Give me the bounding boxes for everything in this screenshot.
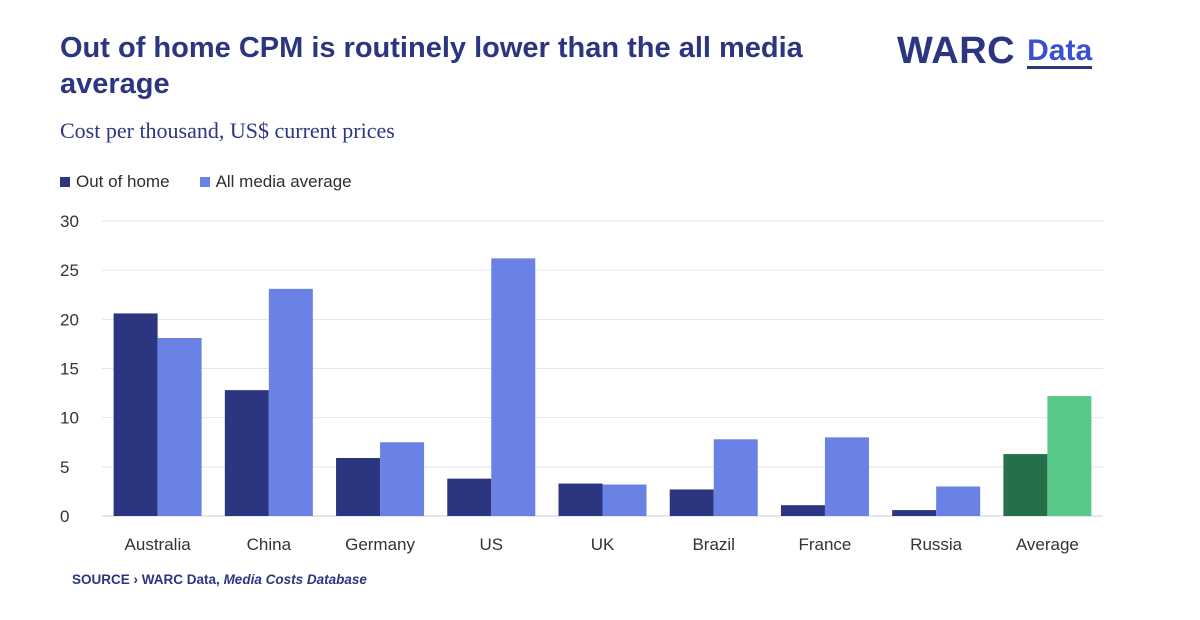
bar-france-out-of-home bbox=[780, 505, 825, 516]
source-note: SOURCE › WARC Data, Media Costs Database bbox=[72, 572, 367, 587]
bar-uk-all-media-average bbox=[602, 484, 647, 516]
bar-brazil-out-of-home bbox=[669, 489, 714, 516]
bar-us-out-of-home bbox=[447, 478, 492, 516]
logo-product: Data bbox=[1027, 28, 1093, 69]
bar-australia-out-of-home bbox=[113, 313, 158, 516]
chart-legend: Out of home All media average bbox=[60, 172, 382, 192]
bar-brazil-all-media-average bbox=[713, 439, 758, 516]
bar-average-all-media-average bbox=[1047, 396, 1092, 516]
x-tick-label: France bbox=[798, 535, 851, 554]
x-tick-label: Brazil bbox=[692, 535, 735, 554]
x-tick-label: UK bbox=[591, 535, 615, 554]
y-tick-label: 20 bbox=[60, 310, 79, 329]
legend-label-out-of-home: Out of home bbox=[76, 172, 170, 191]
bar-china-out-of-home bbox=[224, 390, 269, 516]
y-tick-label: 15 bbox=[60, 360, 79, 379]
bar-average-out-of-home bbox=[1003, 454, 1048, 516]
legend-label-all-media-average: All media average bbox=[215, 172, 352, 191]
source-publisher: WARC Data, bbox=[141, 572, 220, 587]
bar-uk-out-of-home bbox=[558, 483, 603, 516]
bar-us-all-media-average bbox=[491, 258, 536, 516]
y-tick-label: 30 bbox=[60, 212, 79, 231]
logo-brand: WARC bbox=[897, 30, 1016, 72]
x-tick-label: Russia bbox=[910, 535, 963, 554]
bar-russia-all-media-average bbox=[936, 486, 981, 516]
bar-france-all-media-average bbox=[824, 437, 869, 516]
warc-data-logo: WARC Data bbox=[897, 28, 1093, 78]
source-prefix: SOURCE › bbox=[72, 572, 139, 587]
y-tick-label: 0 bbox=[60, 507, 69, 526]
y-tick-label: 25 bbox=[60, 261, 79, 280]
x-tick-label: China bbox=[247, 535, 292, 554]
x-tick-label: Australia bbox=[125, 535, 192, 554]
chart-title: Out of home CPM is routinely lower than … bbox=[60, 32, 803, 100]
legend-swatch-all-media-average bbox=[199, 177, 210, 187]
x-tick-label: US bbox=[479, 535, 503, 554]
bar-china-all-media-average bbox=[268, 288, 313, 516]
chart-subtitle: Cost per thousand, US$ current prices bbox=[60, 118, 395, 143]
y-tick-label: 5 bbox=[60, 458, 69, 477]
x-tick-label: Average bbox=[1016, 535, 1079, 554]
legend-item-all-media-average: All media average bbox=[199, 172, 352, 192]
bar-australia-all-media-average bbox=[157, 338, 202, 516]
bar-russia-out-of-home bbox=[892, 510, 937, 516]
x-tick-label: Germany bbox=[345, 535, 415, 554]
source-dataset: Media Costs Database bbox=[223, 572, 367, 587]
bar-germany-out-of-home bbox=[336, 457, 381, 516]
legend-swatch-out-of-home bbox=[60, 177, 70, 187]
bar-germany-all-media-average bbox=[380, 442, 425, 516]
legend-item-out-of-home: Out of home bbox=[60, 172, 170, 192]
y-tick-label: 10 bbox=[60, 409, 79, 428]
